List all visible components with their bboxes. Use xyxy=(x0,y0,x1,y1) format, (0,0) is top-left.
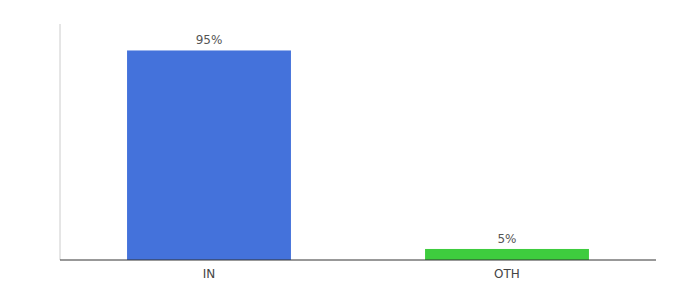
bars xyxy=(127,50,589,260)
data-label: 5% xyxy=(497,232,516,246)
y-axis-line xyxy=(60,24,61,260)
x-tick-label: OTH xyxy=(494,267,520,281)
bar xyxy=(127,50,291,260)
data-labels: 95% 5% xyxy=(196,33,517,246)
axes: IN OTH xyxy=(60,24,656,281)
x-axis-line xyxy=(60,260,656,261)
bar xyxy=(425,249,589,260)
x-tick-label: IN xyxy=(203,267,216,281)
chart-container: 95% 5% IN OTH xyxy=(0,0,680,300)
data-label: 95% xyxy=(196,33,223,47)
chart-svg: 95% 5% IN OTH xyxy=(0,0,680,300)
